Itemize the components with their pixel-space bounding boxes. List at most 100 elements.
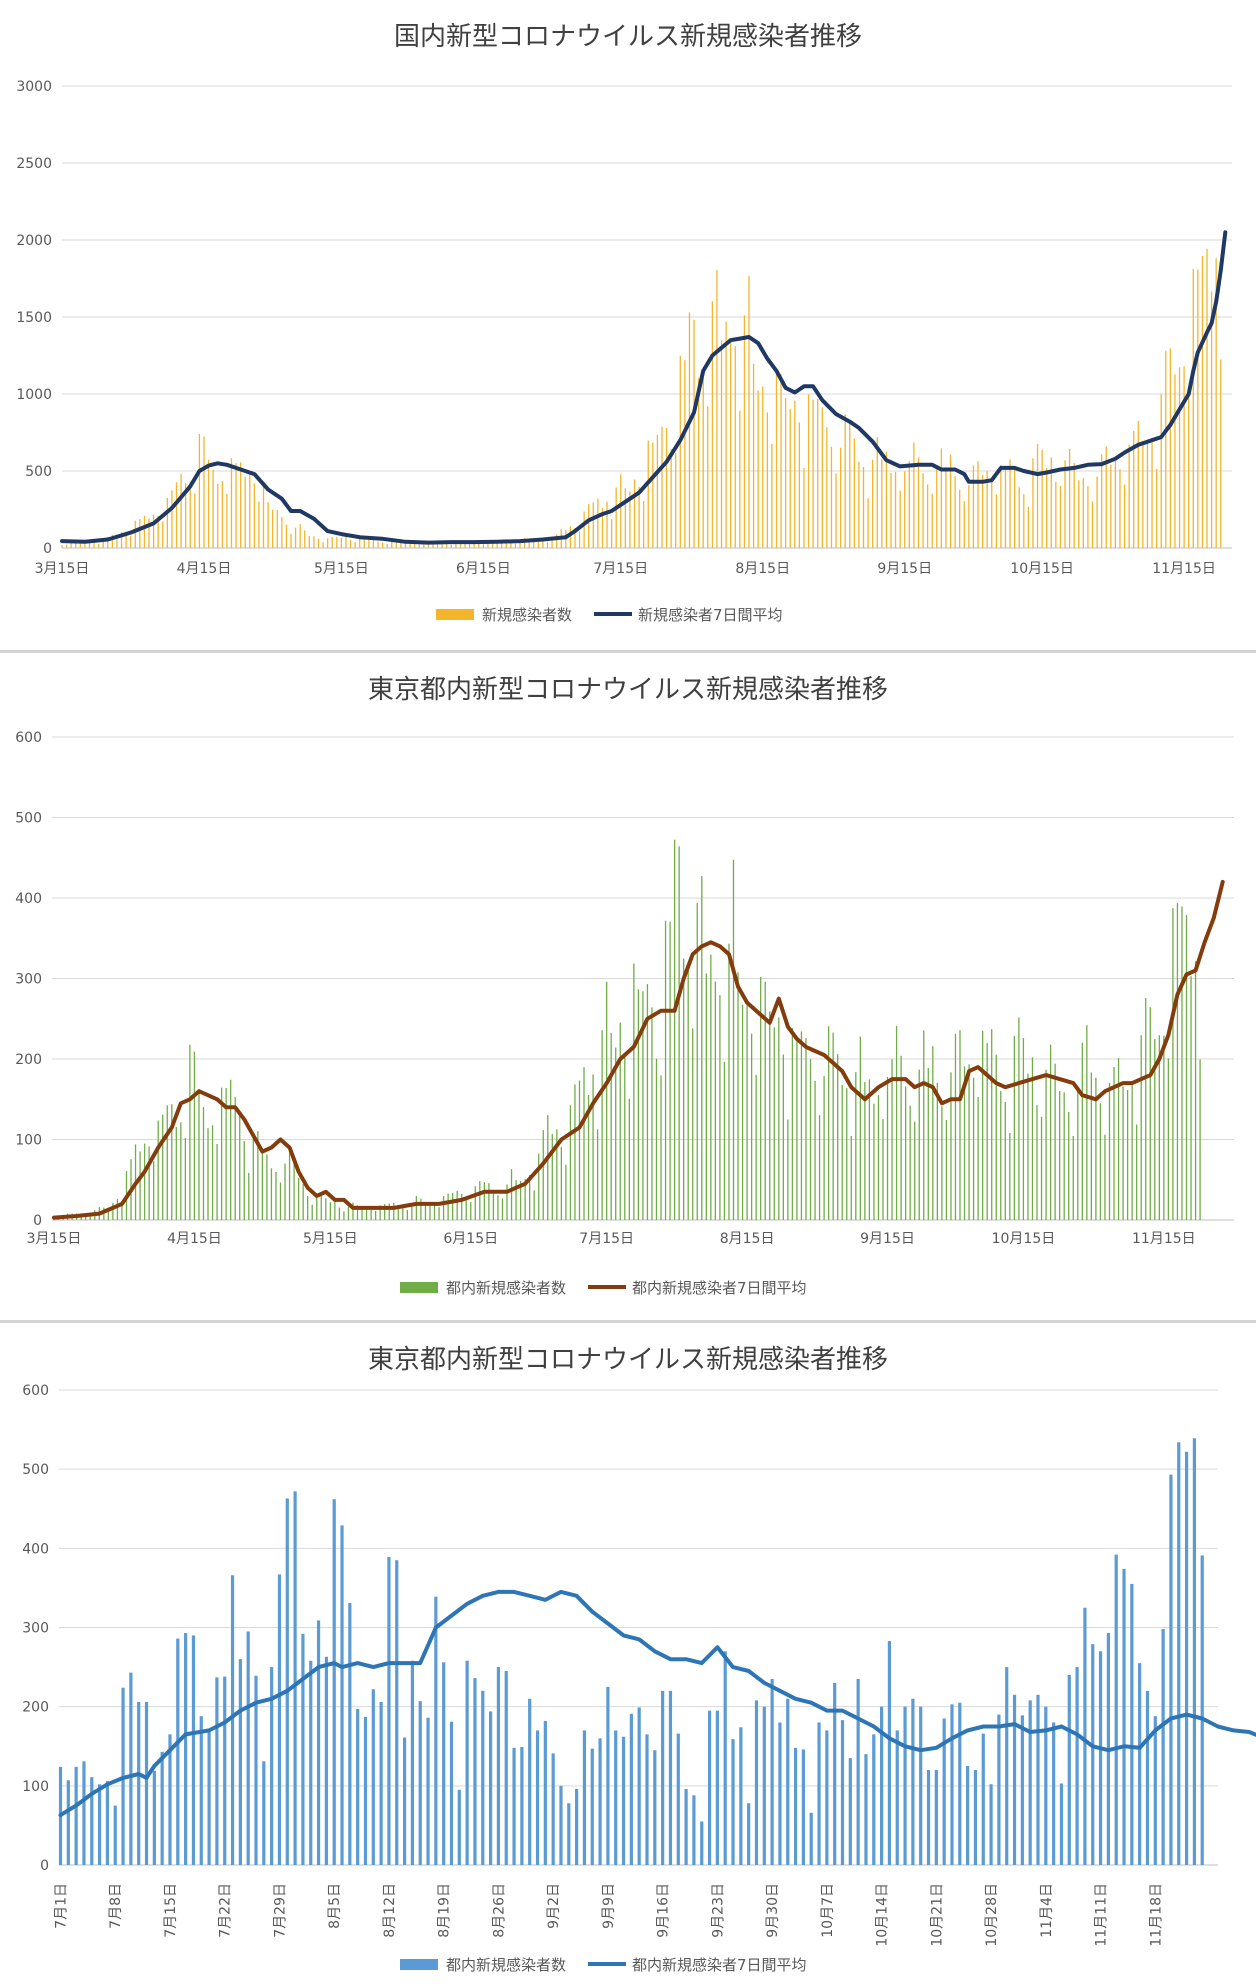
- bar: [986, 1042, 988, 1220]
- bar: [1184, 1451, 1189, 1865]
- bar: [537, 540, 539, 548]
- legend-swatch-bars: [400, 1282, 438, 1293]
- bar: [533, 540, 535, 548]
- bar: [848, 1758, 852, 1866]
- bar: [284, 1163, 286, 1220]
- bar: [798, 422, 801, 548]
- bar: [1086, 1025, 1088, 1220]
- bar: [981, 1733, 985, 1865]
- bar: [796, 1036, 798, 1220]
- x-tick-label: 9月2日: [546, 1883, 562, 1929]
- bar: [817, 1722, 821, 1865]
- bar: [332, 1499, 336, 1865]
- bar: [705, 973, 707, 1220]
- bar: [789, 408, 791, 548]
- bar: [1114, 1554, 1118, 1865]
- bar: [909, 1105, 911, 1220]
- bar: [931, 493, 933, 548]
- bar: [340, 1525, 344, 1866]
- bar: [542, 539, 544, 548]
- bar: [202, 1106, 205, 1220]
- bar: [481, 1690, 485, 1865]
- bar: [1192, 269, 1194, 548]
- bar: [258, 501, 260, 548]
- bar: [769, 1011, 771, 1220]
- bar: [621, 1736, 626, 1865]
- bar: [989, 1784, 993, 1865]
- bar-series: [58, 1438, 1204, 1866]
- bar: [90, 1777, 94, 1866]
- avg-line: [58, 1589, 1256, 1818]
- bar: [1012, 1694, 1017, 1865]
- bar: [919, 1706, 923, 1865]
- bar: [107, 536, 109, 548]
- bar: [1194, 961, 1197, 1220]
- bar: [1151, 437, 1153, 548]
- bar: [826, 427, 828, 548]
- x-tick-label: 10月21日: [929, 1883, 945, 1947]
- x-tick-label: 8月19日: [437, 1883, 453, 1938]
- bar: [180, 1122, 182, 1220]
- bar: [688, 312, 691, 548]
- bar: [719, 995, 721, 1220]
- bar: [1090, 1072, 1093, 1220]
- legend: 都内新規感染者数 都内新規感染者7日間平均: [400, 1956, 807, 1974]
- bar: [715, 1710, 719, 1866]
- bar: [225, 1088, 227, 1220]
- bar: [143, 1143, 146, 1220]
- bar: [1165, 350, 1167, 548]
- x-tick-label: 5月15日: [303, 1231, 358, 1247]
- bar: [207, 459, 210, 548]
- bar: [748, 275, 750, 548]
- bar: [1036, 1105, 1038, 1220]
- bar: [397, 1206, 399, 1220]
- bar: [1188, 396, 1190, 548]
- bar: [501, 1198, 504, 1220]
- bar-series: [61, 248, 1222, 548]
- bar: [374, 1210, 377, 1220]
- bar: [918, 1069, 920, 1220]
- bar: [1177, 1442, 1181, 1865]
- bar: [624, 488, 626, 548]
- x-tick-label: 10月7日: [820, 1883, 836, 1938]
- bar: [406, 1209, 408, 1220]
- bar: [519, 1180, 522, 1220]
- bar: [470, 1202, 472, 1220]
- bar: [244, 476, 246, 548]
- bar: [370, 1208, 372, 1220]
- y-tick-label: 500: [15, 811, 42, 827]
- bar: [61, 545, 63, 548]
- bar: [1110, 464, 1112, 548]
- bar: [1174, 374, 1176, 548]
- bar: [297, 1177, 300, 1220]
- bar: [775, 368, 778, 548]
- bar: [949, 454, 952, 548]
- bar: [546, 542, 549, 548]
- bar: [1190, 976, 1192, 1220]
- bar: [175, 482, 178, 548]
- bar: [1181, 906, 1183, 1220]
- bar: [1064, 460, 1066, 548]
- bar: [676, 1733, 680, 1865]
- bar: [505, 542, 507, 548]
- bar: [619, 1022, 621, 1220]
- bar: [1104, 1134, 1106, 1220]
- bar: [844, 414, 846, 548]
- bar: [112, 1202, 114, 1220]
- tokyo-chart: 東京都内新型コロナウイルス新規感染者推移 0 100 200 300 400 500 600…: [15, 675, 1234, 1297]
- bar: [1027, 1073, 1029, 1220]
- bar: [166, 1105, 168, 1220]
- bar: [217, 483, 219, 548]
- bar: [551, 1134, 553, 1220]
- bar: [652, 442, 654, 548]
- bar: [377, 541, 379, 548]
- bar: [959, 1030, 961, 1220]
- bar: [316, 1620, 321, 1866]
- bar: [395, 1560, 399, 1865]
- bar: [752, 363, 755, 548]
- bar: [731, 1739, 735, 1866]
- bar: [1063, 1092, 1065, 1220]
- bar: [908, 461, 910, 548]
- bar: [1068, 448, 1071, 548]
- bar: [701, 876, 703, 1220]
